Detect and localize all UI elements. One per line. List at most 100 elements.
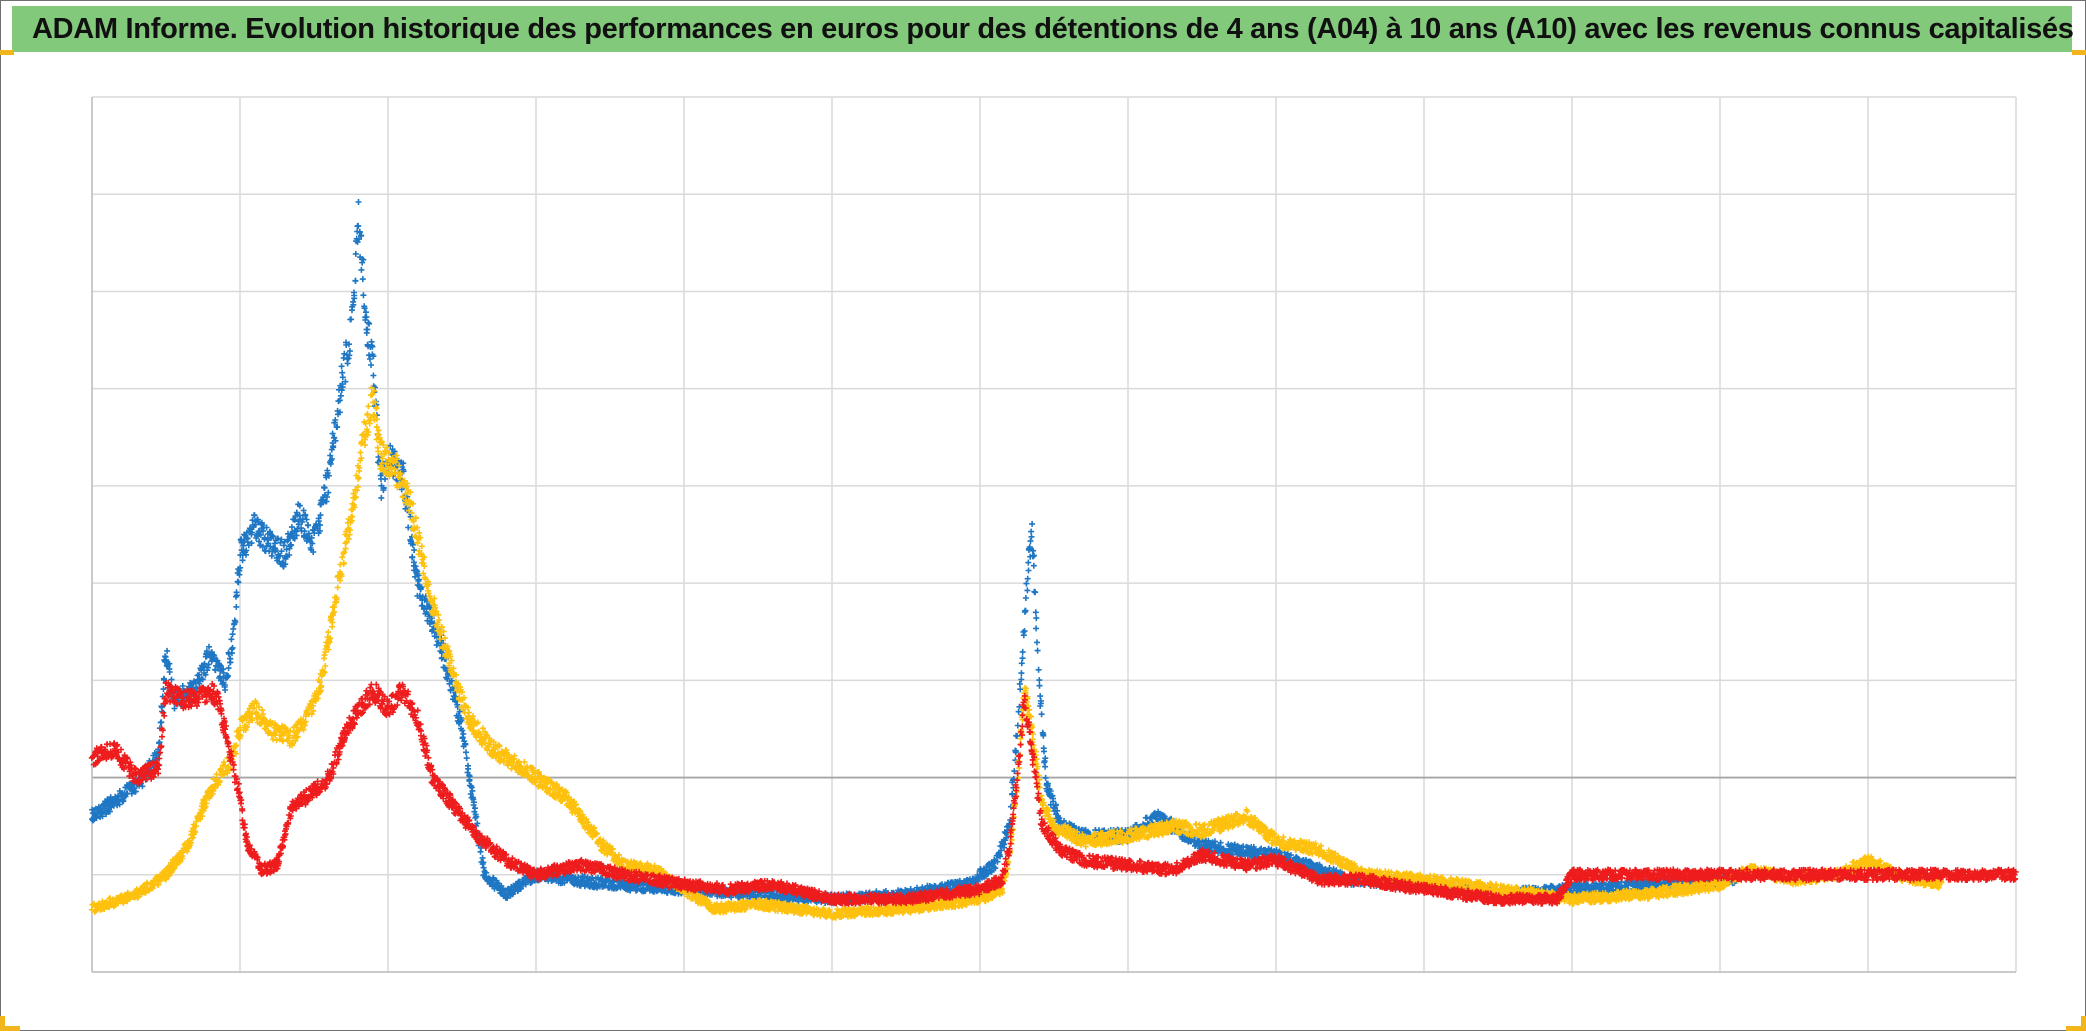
data-point	[1019, 648, 1026, 655]
data-point	[295, 521, 302, 528]
data-point	[359, 276, 366, 283]
data-point	[1041, 748, 1047, 755]
data-point	[336, 409, 343, 416]
data-point	[1022, 595, 1029, 601]
data-point	[235, 579, 242, 586]
data-point	[368, 362, 374, 368]
data-point	[247, 526, 254, 533]
data-point	[342, 378, 349, 385]
data-point	[336, 397, 343, 404]
data-point	[316, 527, 323, 534]
data-point	[1024, 587, 1031, 594]
data-point	[411, 547, 418, 554]
data-point	[267, 543, 274, 550]
data-point	[249, 529, 255, 536]
data-point	[427, 618, 434, 625]
data-point	[233, 603, 240, 610]
data-point	[338, 387, 345, 394]
data-point	[248, 540, 255, 547]
data-point	[342, 540, 349, 547]
data-point	[160, 686, 167, 693]
data-point	[364, 411, 371, 417]
data-point	[93, 815, 100, 822]
data-point	[348, 316, 354, 323]
data-point	[286, 552, 293, 558]
data-point	[1038, 711, 1045, 718]
data-point	[421, 605, 428, 612]
data-point	[263, 524, 270, 531]
data-point	[338, 363, 345, 370]
data-point	[1042, 774, 1049, 781]
data-point	[1033, 625, 1040, 632]
data-point	[369, 343, 376, 350]
data-point	[278, 548, 285, 555]
data-point	[302, 512, 309, 519]
data-point	[1032, 609, 1039, 616]
data-point	[358, 233, 364, 239]
data-point	[465, 765, 472, 772]
data-point	[414, 568, 421, 575]
data-point	[203, 648, 210, 655]
data-point	[1028, 528, 1035, 535]
data-point	[310, 549, 317, 555]
data-point	[344, 360, 351, 367]
data-point	[226, 651, 232, 657]
data-point	[288, 542, 295, 549]
data-point	[339, 374, 346, 381]
data-point	[251, 512, 258, 519]
data-point	[268, 552, 275, 559]
data-point	[1019, 655, 1026, 662]
data-point	[214, 657, 221, 664]
data-point	[239, 557, 246, 564]
data-point	[106, 808, 113, 815]
data-point	[346, 341, 352, 348]
data-point	[308, 534, 315, 541]
data-point	[330, 443, 337, 450]
data-point	[331, 434, 338, 441]
data-point	[277, 552, 284, 559]
data-point	[360, 292, 367, 299]
data-point	[368, 338, 375, 345]
data-point	[220, 759, 227, 766]
data-point	[196, 671, 203, 678]
data-point	[1036, 682, 1043, 689]
data-point	[1025, 567, 1032, 574]
data-point	[400, 468, 407, 475]
data-point	[1027, 538, 1034, 545]
data-point	[267, 528, 274, 535]
data-point	[360, 256, 367, 263]
data-point	[400, 460, 407, 467]
corner-accent-bottom-left	[0, 1016, 5, 1031]
data-point	[325, 629, 332, 636]
data-point	[278, 536, 285, 543]
data-point	[232, 618, 239, 625]
data-point	[161, 676, 168, 683]
data-point	[358, 266, 365, 273]
data-point	[1034, 647, 1041, 654]
gridlines	[91, 96, 2017, 973]
data-point	[460, 730, 467, 737]
data-point	[418, 584, 425, 591]
data-point	[259, 707, 266, 714]
data-point	[1025, 559, 1032, 566]
data-point	[340, 560, 347, 567]
corner-accent-top-left	[0, 50, 14, 55]
data-point	[296, 502, 303, 509]
data-point	[243, 547, 250, 554]
data-point	[334, 424, 341, 431]
data-point	[199, 676, 206, 683]
data-point	[99, 809, 106, 816]
data-point	[222, 687, 229, 693]
data-point	[409, 553, 416, 560]
corner-accent-bottom-left-h	[0, 1026, 20, 1031]
data-point	[380, 484, 387, 491]
data-point	[179, 683, 186, 689]
data-point	[289, 531, 296, 537]
series-1	[89, 199, 1738, 907]
data-point	[352, 277, 359, 284]
data-point	[352, 250, 359, 257]
data-point	[1029, 520, 1036, 527]
data-point	[332, 437, 339, 444]
data-point	[255, 518, 262, 525]
